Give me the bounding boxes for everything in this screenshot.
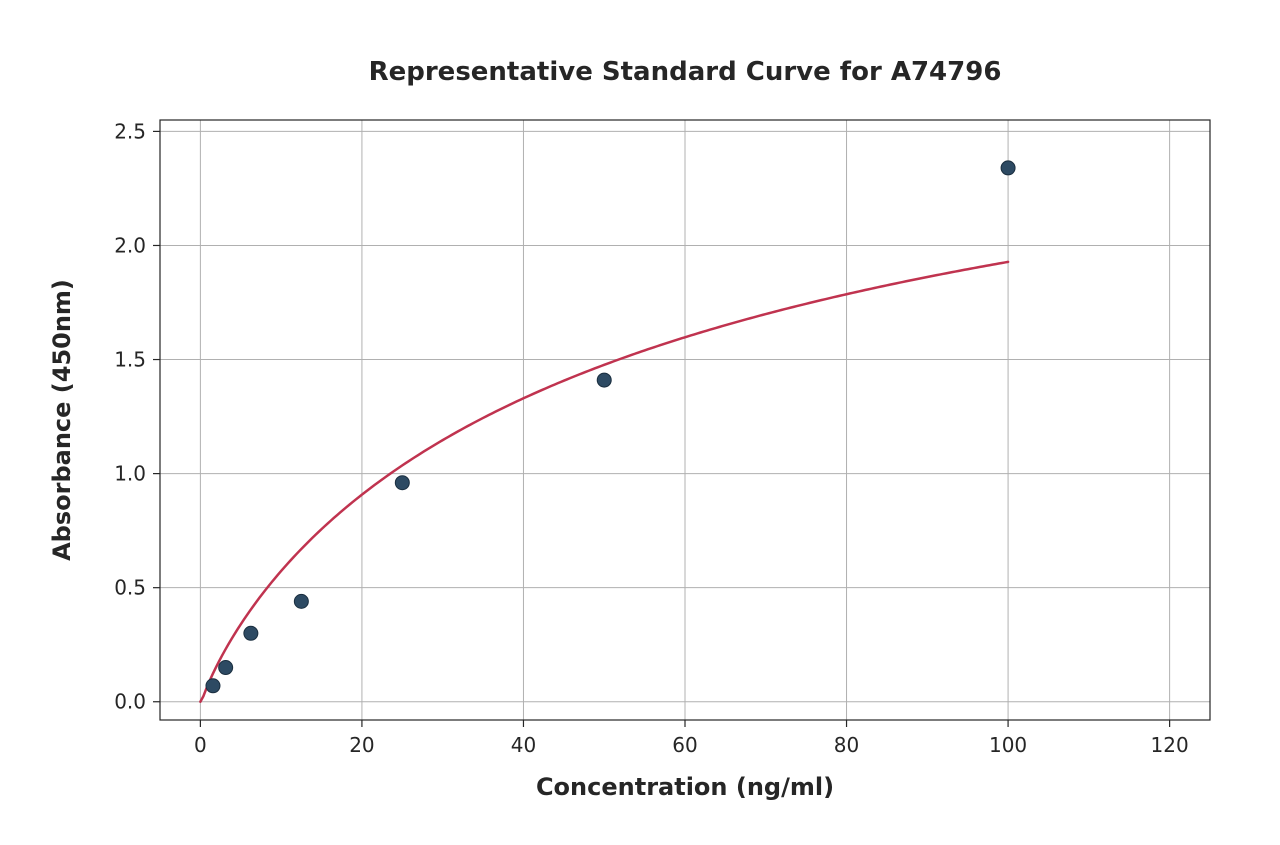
x-tick-label: 120 — [1151, 733, 1189, 757]
x-axis-label: Concentration (ng/ml) — [536, 773, 834, 801]
x-tick-label: 60 — [672, 733, 697, 757]
data-point — [597, 373, 611, 387]
y-tick-label: 1.5 — [114, 348, 146, 372]
data-point — [244, 626, 258, 640]
y-tick-label: 0.0 — [114, 690, 146, 714]
y-tick-label: 1.0 — [114, 462, 146, 486]
y-axis-label: Absorbance (450nm) — [48, 279, 76, 561]
x-tick-label: 20 — [349, 733, 374, 757]
y-tick-label: 2.0 — [114, 233, 146, 257]
x-tick-label: 40 — [511, 733, 536, 757]
data-point — [294, 594, 308, 608]
data-point — [206, 679, 220, 693]
data-point — [395, 476, 409, 490]
x-tick-label: 0 — [194, 733, 207, 757]
data-point — [1001, 161, 1015, 175]
x-tick-label: 100 — [989, 733, 1027, 757]
x-tick-label: 80 — [834, 733, 859, 757]
data-point — [219, 661, 233, 675]
chart-title: Representative Standard Curve for A74796 — [369, 57, 1002, 87]
y-tick-label: 0.5 — [114, 576, 146, 600]
y-tick-label: 2.5 — [114, 119, 146, 143]
standard-curve-chart: 0 20 40 60 80 100 120 0.0 0.5 1.0 1.5 2.0 2.5 Represe… — [0, 0, 1280, 845]
